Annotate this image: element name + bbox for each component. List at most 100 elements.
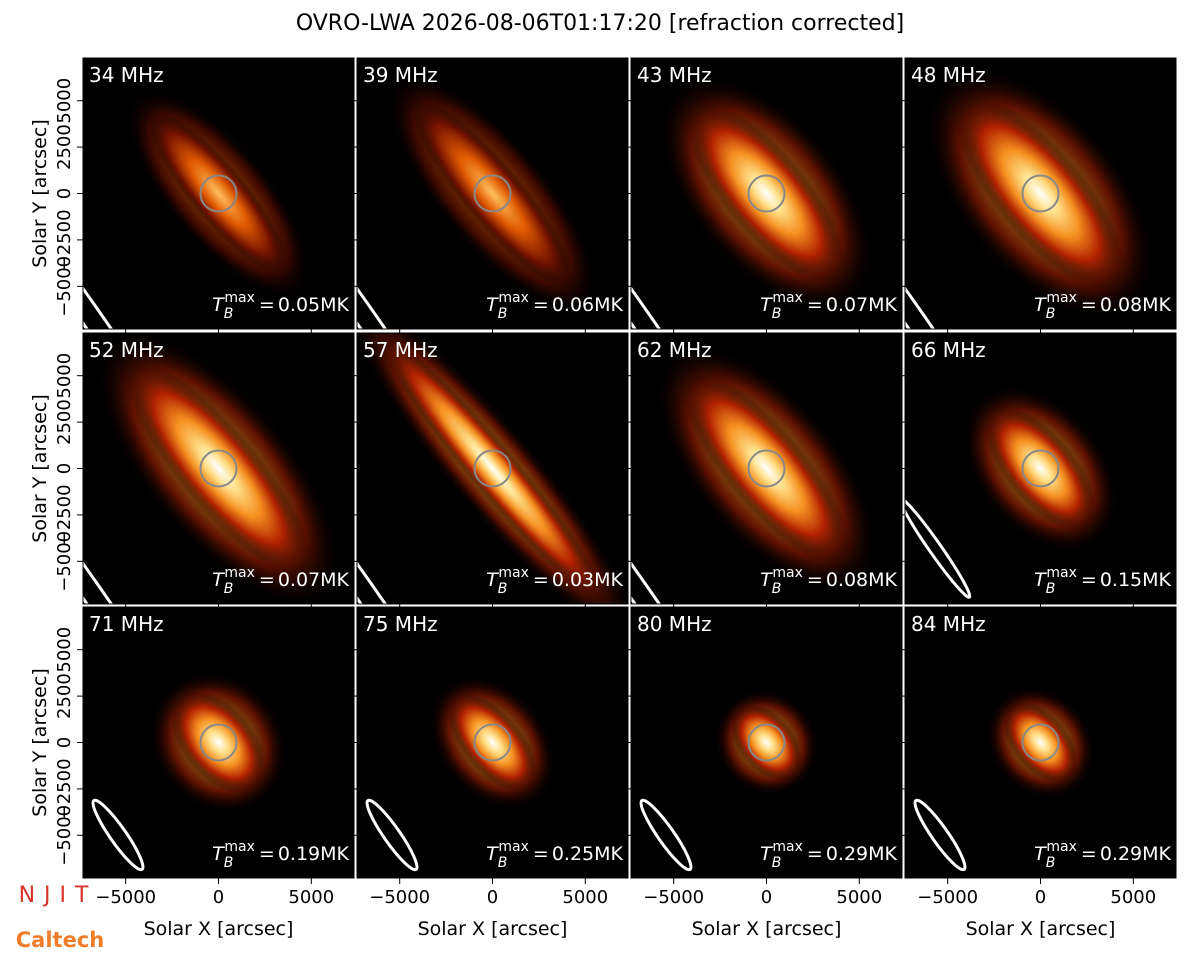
panel xyxy=(905,333,1176,604)
y-tick-label: −2500 xyxy=(54,209,75,270)
x-tick-label: −5000 xyxy=(369,887,430,908)
solar-disk xyxy=(1021,174,1060,213)
tmax-value: 0.07 xyxy=(826,294,868,316)
figure-title: OVRO-LWA 2026-08-06T01:17:20 [refraction… xyxy=(296,11,904,36)
tmax-sub: B xyxy=(498,855,508,871)
emission-core xyxy=(683,373,850,564)
tmax-value: 0.29 xyxy=(826,843,868,865)
x-axis-label: Solar X [arcsec] xyxy=(144,918,294,940)
tmax-unit: MK xyxy=(868,294,897,316)
tmax-symbol: T xyxy=(1034,294,1047,316)
panel-title: 48 MHz xyxy=(911,63,986,87)
tmax-sub: B xyxy=(224,855,234,871)
tmax-symbol: T xyxy=(760,294,773,316)
tmax-sub: B xyxy=(498,306,508,322)
tmax-annotation: TBmax = 0.25MK xyxy=(486,839,623,871)
tmax-value: 0.06 xyxy=(552,294,594,316)
y-tick-label: 0 xyxy=(54,463,75,474)
beam xyxy=(913,798,967,872)
y-tick-label: −2500 xyxy=(54,758,75,819)
logo-njit: NJIT xyxy=(19,883,98,908)
emission-core xyxy=(731,704,802,781)
panel xyxy=(905,58,1176,329)
logo-caltech: Caltech xyxy=(16,928,104,952)
tmax-symbol: T xyxy=(212,569,225,591)
panel xyxy=(357,333,628,604)
tmax-annotation: TBmax = 0.06MK xyxy=(486,290,623,322)
tmax-unit: MK xyxy=(868,843,897,865)
solar-disk xyxy=(473,723,512,762)
beam xyxy=(365,798,419,872)
tmax-sub: B xyxy=(772,306,782,322)
tmax-symbol: T xyxy=(486,569,499,591)
tmax-annotation: TBmax = 0.05MK xyxy=(212,290,349,322)
tmax-sub: B xyxy=(1046,581,1056,597)
panel xyxy=(631,607,902,878)
panel-title: 66 MHz xyxy=(911,338,986,362)
tmax-sup: max xyxy=(772,565,803,581)
x-tick-label: 0 xyxy=(487,887,498,908)
tmax-symbol: T xyxy=(212,843,225,865)
y-tick-label: 5000 xyxy=(54,627,75,673)
x-tick-label: 0 xyxy=(1035,887,1046,908)
solar-disk xyxy=(1021,449,1060,488)
panel-title: 57 MHz xyxy=(363,338,438,362)
tmax-symbol: T xyxy=(486,843,499,865)
panel-title: 62 MHz xyxy=(637,338,712,362)
tmax-value: 0.05 xyxy=(278,294,320,316)
y-tick-label: −5000 xyxy=(54,256,75,317)
tmax-unit: MK xyxy=(594,843,623,865)
solar-disk xyxy=(199,723,238,762)
x-tick-label: 0 xyxy=(761,887,772,908)
panel-title: 71 MHz xyxy=(89,612,164,636)
x-tick-label: 5000 xyxy=(288,887,334,908)
tmax-sub: B xyxy=(772,581,782,597)
x-tick-label: 5000 xyxy=(836,887,882,908)
x-tick-label: 5000 xyxy=(1110,887,1156,908)
beam xyxy=(631,155,747,329)
tmax-value: 0.19 xyxy=(278,843,320,865)
x-tick-label: −5000 xyxy=(917,887,978,908)
tmax-value: 0.25 xyxy=(552,843,594,865)
beam xyxy=(905,155,1021,329)
emission-core xyxy=(148,111,289,276)
panel-title: 52 MHz xyxy=(89,338,164,362)
tmax-sup: max xyxy=(772,290,803,306)
tmax-sup: max xyxy=(498,839,529,855)
tmax-sup: max xyxy=(1046,839,1077,855)
tmax-sub: B xyxy=(1046,306,1056,322)
panel-title: 80 MHz xyxy=(637,612,712,636)
tmax-sup: max xyxy=(1046,565,1077,581)
panel-title: 43 MHz xyxy=(637,63,712,87)
x-tick-label: 0 xyxy=(213,887,224,908)
tmax-equals: = xyxy=(259,569,275,591)
emission-core xyxy=(984,406,1097,531)
solar-disk xyxy=(747,449,786,488)
tmax-annotation: TBmax = 0.08MK xyxy=(760,565,897,597)
tmax-symbol: T xyxy=(486,294,499,316)
emission-core xyxy=(687,103,846,284)
y-tick-label: 5000 xyxy=(54,353,75,399)
tmax-sup: max xyxy=(498,290,529,306)
tmax-unit: MK xyxy=(868,569,897,591)
panel-title: 39 MHz xyxy=(363,63,438,87)
tmax-value: 0.03 xyxy=(552,569,594,591)
tmax-sub: B xyxy=(772,855,782,871)
tmax-symbol: T xyxy=(1034,569,1047,591)
emission-core xyxy=(171,691,266,794)
tmax-equals: = xyxy=(1081,569,1097,591)
panel xyxy=(83,58,354,329)
tmax-value: 0.08 xyxy=(1100,294,1142,316)
panel xyxy=(631,333,902,604)
tmax-sub: B xyxy=(498,581,508,597)
y-tick-label: −2500 xyxy=(54,484,75,545)
solar-disk xyxy=(473,174,512,213)
beam xyxy=(91,798,145,872)
solar-disk xyxy=(747,174,786,213)
x-axis-label: Solar X [arcsec] xyxy=(418,918,568,940)
beam xyxy=(83,155,199,329)
beam xyxy=(631,430,747,604)
y-tick-label: −5000 xyxy=(54,531,75,592)
tmax-value: 0.15 xyxy=(1100,569,1142,591)
